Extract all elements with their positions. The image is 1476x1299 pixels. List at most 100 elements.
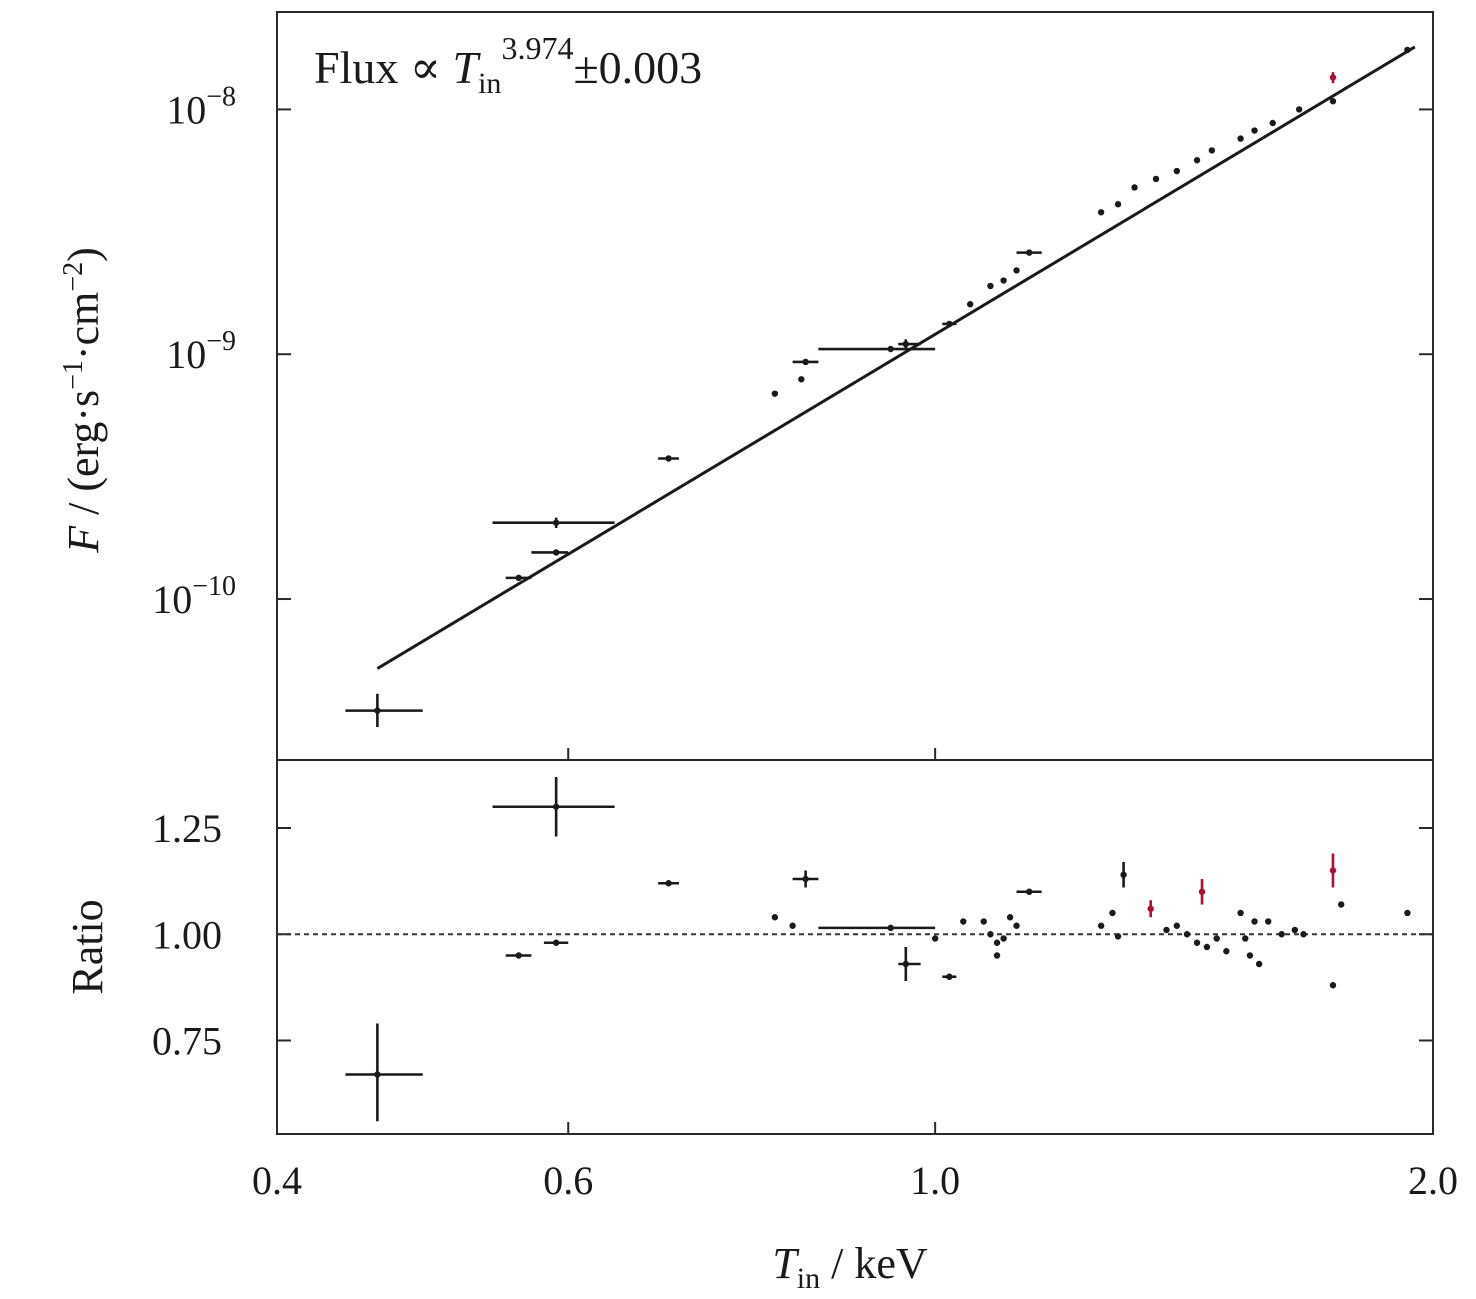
ratio-tick-label: 1.00 [152,912,222,957]
data-marker [887,924,894,932]
flux-point [798,376,805,383]
ratio-panel-frame [276,759,1434,1135]
ratio-point [993,952,1001,959]
ratio-point [1265,918,1272,925]
x-axis-ticks: 0.4 0.6 1.0 2.0 [252,748,1458,1203]
ratio-point [1193,939,1201,946]
ratio-point [1255,960,1263,968]
data-marker [552,549,560,556]
flux-point [792,358,819,366]
data-marker [1109,909,1116,917]
ratio-point [1329,982,1337,989]
data-marker [1329,982,1337,989]
flux-point [1269,119,1276,127]
ratio-point [1246,952,1254,959]
flux-point [531,549,569,556]
data-marker [515,952,522,959]
x-tick-label: 0.4 [252,1158,302,1203]
ratio-point [345,1023,423,1122]
ratio-point [1006,914,1014,921]
data-marker [1114,933,1122,940]
y-tick-label: 10−10 [152,571,236,622]
data-marker [1404,46,1411,54]
data-marker [1097,922,1105,929]
ratio-point [1300,931,1307,938]
data-marker [1291,926,1299,934]
ratio-point [505,952,532,959]
flux-point [1000,277,1007,284]
ratio-point [1173,922,1181,929]
data-marker [1337,901,1345,908]
ratio-point [1163,926,1170,934]
data-marker [1163,926,1170,934]
ratio-point [898,947,921,981]
data-marker [1097,209,1105,216]
x-tick-label: 2.0 [1408,1158,1458,1203]
ratio-point [1223,948,1230,955]
flux-point [966,301,974,308]
power-law-fit [376,45,1416,670]
y-tick-label: 10−8 [166,81,236,132]
ratio-point [1329,853,1337,888]
data-marker [1147,905,1154,912]
data-marker [552,519,560,526]
flux-point [1173,167,1181,175]
ratio-point [818,924,936,932]
ratio-point [1016,888,1042,895]
data-marker [1265,918,1272,925]
ratio-point [1242,935,1249,942]
flux-point [1404,46,1411,54]
data-marker [931,935,939,942]
data-marker [987,931,994,938]
data-marker [665,880,672,887]
data-marker [374,707,381,714]
data-marker [771,390,779,397]
data-marker [1026,888,1033,895]
ratio-data-points [345,777,1411,1122]
data-marker [960,918,967,925]
ratio-point [942,973,957,980]
ratio-point [980,918,987,925]
ratio-point [1198,879,1206,905]
flux-point [1013,267,1020,274]
flux-point [1237,135,1244,142]
ratio-point [1213,935,1220,942]
ratio-point [1147,900,1154,918]
data-marker [1000,277,1007,284]
data-marker [1131,184,1138,191]
data-marker [802,875,809,883]
ratio-point [987,931,994,938]
data-marker [1173,922,1181,929]
data-marker [1000,935,1007,942]
data-marker [993,939,1001,946]
data-marker [902,340,910,348]
x-axis-label: Tin / keV [772,1239,928,1295]
data-marker [1251,127,1258,134]
flux-point [1329,72,1337,84]
flux-panel: 10−8 10−9 10−10 Flux ∝ Tin3.974±0.003 F / … [58,11,1434,761]
flux-point [942,320,957,328]
ratio-point [1337,901,1345,908]
flux-point [1329,98,1337,105]
data-marker [1013,922,1020,929]
data-marker [1006,914,1014,921]
data-marker [946,320,953,328]
ratio-point [492,777,615,837]
y-tick-label: 10−9 [166,326,236,377]
data-marker [1173,167,1181,175]
data-marker [1208,147,1216,154]
data-marker [374,1071,381,1078]
flux-point [505,574,532,582]
flux-point [1152,175,1160,183]
ratio-point [1120,862,1127,888]
data-marker [1223,948,1230,955]
ratio-point [1114,933,1122,940]
ratio-point [1097,922,1105,929]
data-marker [946,973,953,980]
data-marker [1255,960,1263,968]
ratio-point [1291,926,1299,934]
ratio-point [792,870,819,888]
data-marker [798,376,805,383]
ratio-y-axis-label: Ratio [63,899,112,994]
ratio-point [1237,909,1244,917]
